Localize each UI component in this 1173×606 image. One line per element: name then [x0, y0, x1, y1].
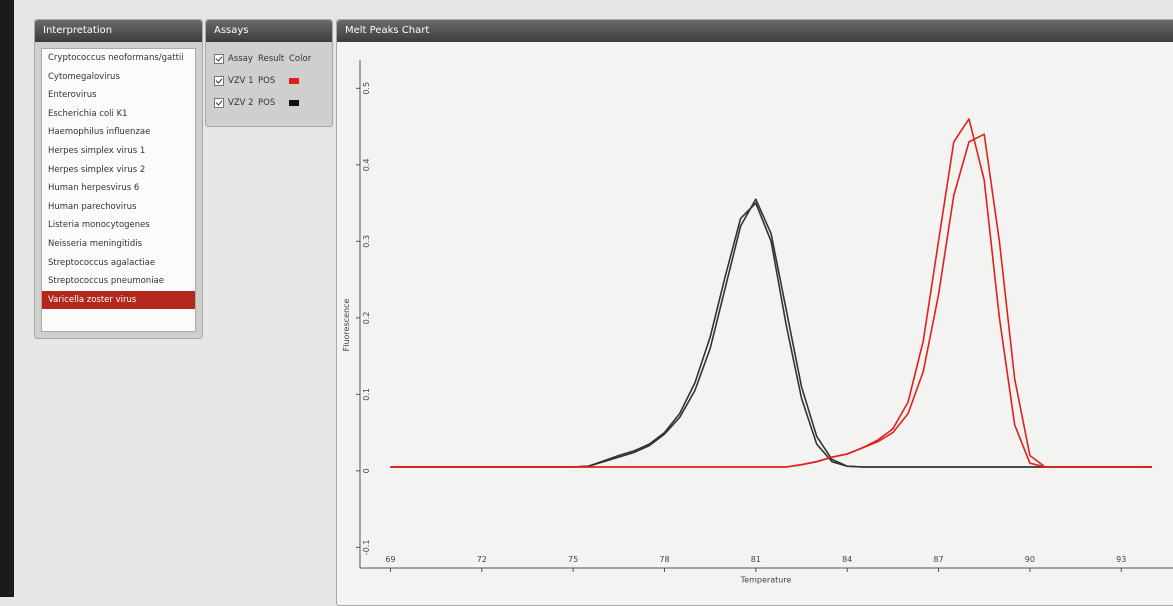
x-tick-label: 72: [477, 555, 487, 564]
x-tick-label: 75: [568, 555, 578, 564]
x-tick-label: 69: [385, 555, 395, 564]
y-axis-label: Fluorescence: [342, 299, 351, 352]
melt-curve: [390, 119, 1151, 467]
y-tick-label: 0.1: [362, 388, 371, 401]
y-tick-label: 0: [362, 468, 371, 473]
melt-curve: [390, 134, 1151, 467]
x-tick-label: 81: [751, 555, 761, 564]
x-tick-label: 84: [842, 555, 852, 564]
x-tick-label: 87: [933, 555, 943, 564]
chart: Fluorescence Temperature -0.1 0 0.1 0.2 0.3 0…: [0, 0, 1173, 597]
x-tick-label: 78: [659, 555, 669, 564]
y-tick-label: 0.2: [362, 311, 371, 324]
x-tick-label: 90: [1025, 555, 1035, 564]
x-tick-label: 93: [1116, 555, 1126, 564]
y-tick-label: -0.1: [362, 540, 371, 556]
melt-curve: [390, 203, 1151, 467]
x-axis-label: Temperature: [740, 576, 792, 585]
y-tick-label: 0.5: [362, 82, 371, 95]
screen: Interpretation Cryptococcus neoformans/g…: [0, 0, 1173, 597]
y-tick-label: 0.3: [362, 235, 371, 248]
y-tick-label: 0.4: [362, 158, 371, 171]
